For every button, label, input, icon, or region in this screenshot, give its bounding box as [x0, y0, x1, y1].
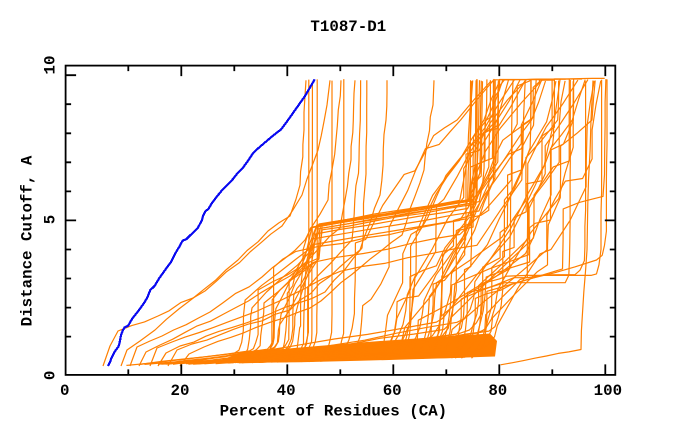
svg-text:80: 80: [488, 382, 507, 400]
svg-text:10: 10: [42, 56, 60, 75]
svg-text:40: 40: [277, 382, 296, 400]
svg-text:60: 60: [383, 382, 402, 400]
svg-text:T1087-D1: T1087-D1: [310, 18, 386, 36]
svg-text:20: 20: [171, 382, 190, 400]
svg-text:0: 0: [42, 371, 60, 380]
svg-text:Percent of Residues (CA): Percent of Residues (CA): [220, 403, 448, 421]
svg-text:100: 100: [594, 382, 622, 400]
svg-text:0: 0: [60, 382, 69, 400]
svg-text:Distance Cutoff, A: Distance Cutoff, A: [19, 155, 37, 326]
svg-text:5: 5: [42, 215, 60, 224]
